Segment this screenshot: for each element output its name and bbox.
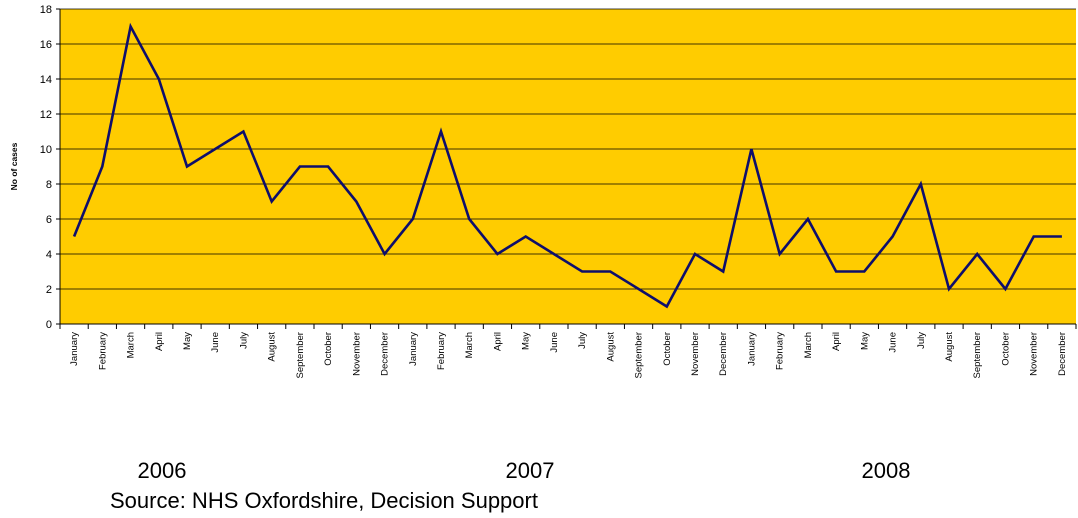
x-tick-label: May	[182, 332, 193, 350]
x-tick-label: March	[803, 332, 814, 358]
grid-lines	[60, 8, 1076, 290]
y-tick-label: 12	[40, 109, 52, 121]
x-tick-label: December	[1057, 332, 1068, 376]
y-tick-label: 4	[46, 249, 52, 261]
x-tick-label: August	[605, 332, 616, 362]
year-label-2008: 2008	[861, 458, 911, 483]
x-tick-label: October	[1000, 332, 1011, 366]
x-tick-label: March	[126, 332, 137, 358]
x-tick-label: July	[916, 332, 927, 349]
x-tick-label: January	[69, 332, 80, 366]
x-tick-label: July	[238, 332, 249, 349]
x-tick-label: February	[436, 332, 447, 370]
x-axis-ticks: January February March April May June July Augu…	[59, 324, 1077, 378]
x-tick-label: September	[972, 332, 983, 378]
y-tick-label: 16	[40, 39, 52, 51]
x-tick-label: December	[380, 332, 391, 376]
y-tick-label: 2	[46, 284, 52, 296]
x-tick-label: September	[634, 332, 645, 378]
x-tick-label: January	[408, 332, 419, 366]
x-tick-label: February	[97, 332, 108, 370]
x-tick-label: December	[718, 332, 729, 376]
series-line	[72, 22, 1062, 309]
x-tick-label: June	[210, 332, 221, 353]
x-tick-label: July	[577, 332, 588, 349]
y-axis-label: No of cases	[9, 142, 19, 190]
x-tick-label: October	[662, 332, 673, 366]
year-label-2007: 2007	[505, 458, 555, 483]
x-tick-label: June	[888, 332, 899, 353]
year-label-2006: 2006	[137, 458, 187, 483]
source-note: Source: NHS Oxfordshire, Decision Suppor…	[110, 488, 538, 513]
x-tick-label: November	[351, 332, 362, 376]
x-tick-label: November	[690, 332, 701, 376]
x-tick-label: May	[859, 332, 870, 350]
x-tick-label: April	[154, 332, 165, 351]
y-tick-label: 14	[40, 74, 52, 86]
x-tick-label: June	[549, 332, 560, 353]
x-tick-label: February	[775, 332, 786, 370]
x-tick-label: October	[323, 332, 334, 366]
x-tick-label: May	[521, 332, 532, 350]
x-tick-label: August	[944, 332, 955, 362]
x-tick-label: April	[831, 332, 842, 351]
plot-area	[60, 9, 1076, 324]
y-tick-label: 10	[40, 144, 52, 156]
y-tick-label: 6	[46, 214, 52, 226]
y-tick-label: 0	[46, 319, 52, 331]
y-tick-label: 18	[40, 4, 52, 16]
x-tick-label: September	[295, 332, 306, 378]
y-axis-ticks: 0 2 4 6 8 10 12 14 16 18	[40, 4, 60, 331]
x-tick-label: March	[464, 332, 475, 358]
x-tick-label: January	[746, 332, 757, 366]
x-tick-label: August	[267, 332, 278, 362]
y-tick-label: 8	[46, 179, 52, 191]
x-tick-label: November	[1029, 332, 1040, 376]
x-tick-label: April	[492, 332, 503, 351]
